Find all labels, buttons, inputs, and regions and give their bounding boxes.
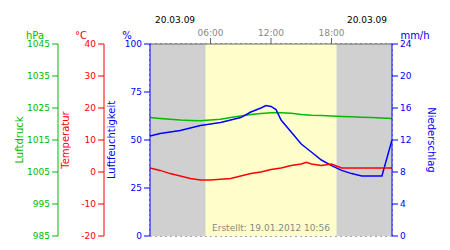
svg-text:20.03.09: 20.03.09 bbox=[155, 15, 195, 25]
svg-text:mm/h: mm/h bbox=[400, 30, 429, 41]
svg-text:985: 985 bbox=[33, 231, 50, 241]
svg-text:Luftfeuchtigkeit: Luftfeuchtigkeit bbox=[106, 101, 117, 179]
svg-text:20: 20 bbox=[400, 71, 412, 81]
svg-text:-20: -20 bbox=[81, 231, 96, 241]
svg-text:1045: 1045 bbox=[27, 39, 50, 50]
svg-text:8: 8 bbox=[400, 167, 406, 177]
svg-text:50: 50 bbox=[131, 135, 143, 145]
svg-text:20.03.09: 20.03.09 bbox=[347, 15, 387, 25]
svg-text:Niederschlag: Niederschlag bbox=[426, 107, 437, 172]
svg-text:40: 40 bbox=[84, 39, 96, 50]
svg-text:06:00: 06:00 bbox=[198, 28, 224, 38]
svg-text:995: 995 bbox=[33, 199, 50, 209]
svg-text:12: 12 bbox=[400, 135, 411, 145]
svg-text:18:00: 18:00 bbox=[319, 28, 345, 38]
svg-text:12:00: 12:00 bbox=[258, 28, 284, 38]
svg-text:10: 10 bbox=[85, 135, 97, 145]
svg-text:16: 16 bbox=[400, 103, 412, 113]
svg-text:°C: °C bbox=[75, 30, 87, 41]
svg-text:Luftdruck: Luftdruck bbox=[14, 116, 25, 163]
svg-text:1005: 1005 bbox=[27, 167, 50, 177]
svg-text:1015: 1015 bbox=[27, 135, 50, 145]
svg-text:0: 0 bbox=[136, 231, 142, 241]
svg-text:30: 30 bbox=[85, 71, 97, 81]
svg-text:100: 100 bbox=[124, 39, 142, 50]
svg-text:4: 4 bbox=[400, 199, 406, 209]
svg-text:20: 20 bbox=[85, 103, 97, 113]
svg-text:Erstellt: 19.01.2012 10:56: Erstellt: 19.01.2012 10:56 bbox=[212, 223, 330, 233]
svg-text:-10: -10 bbox=[81, 199, 96, 209]
svg-text:0: 0 bbox=[90, 167, 96, 177]
svg-text:0: 0 bbox=[400, 231, 406, 241]
svg-text:Temperatur: Temperatur bbox=[60, 110, 71, 169]
svg-text:1035: 1035 bbox=[27, 71, 50, 81]
svg-text:%: % bbox=[122, 30, 132, 41]
svg-text:24: 24 bbox=[400, 39, 412, 50]
svg-text:hPa: hPa bbox=[26, 30, 44, 41]
svg-text:25: 25 bbox=[131, 183, 142, 193]
svg-text:75: 75 bbox=[131, 87, 142, 97]
svg-text:1025: 1025 bbox=[27, 103, 50, 113]
